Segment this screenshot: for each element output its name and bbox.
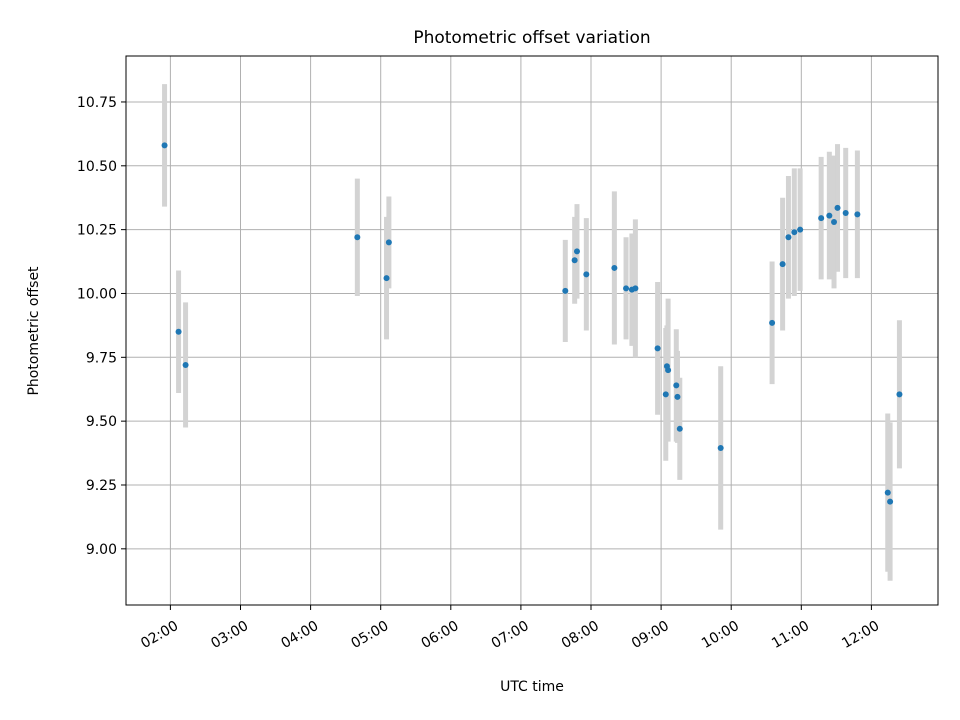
y-tick-label: 9.00	[86, 542, 117, 558]
data-point	[769, 319, 776, 326]
data-point	[896, 391, 903, 398]
data-point	[674, 393, 681, 400]
data-point	[662, 391, 669, 398]
data-point	[161, 142, 168, 149]
chart-title: Photometric offset variation	[413, 28, 650, 48]
data-point	[383, 275, 390, 282]
data-point	[884, 489, 891, 496]
y-tick-label: 9.50	[86, 414, 117, 430]
data-point	[611, 264, 618, 271]
plot-frame	[125, 55, 939, 606]
data-point	[665, 367, 672, 374]
y-tick-label: 10.00	[77, 286, 117, 302]
data-point	[354, 234, 361, 241]
data-point	[583, 271, 590, 278]
data-point	[779, 261, 786, 268]
data-point	[791, 229, 798, 236]
data-point	[887, 498, 894, 505]
data-point	[632, 285, 639, 292]
data-point	[818, 215, 825, 222]
y-axis-label: Photometric offset	[26, 266, 42, 396]
data-point	[654, 345, 661, 352]
data-point	[842, 210, 849, 217]
data-point	[573, 248, 580, 255]
data-point	[571, 257, 578, 264]
y-tick-label: 10.25	[77, 223, 117, 239]
data-point	[785, 234, 792, 241]
data-point	[385, 239, 392, 246]
x-axis-label: UTC time	[500, 679, 564, 695]
y-tick-label: 9.25	[86, 478, 117, 494]
y-tick-label: 9.75	[86, 350, 117, 366]
data-point	[797, 226, 804, 233]
data-point	[831, 218, 838, 225]
data-point	[175, 328, 182, 335]
data-point	[826, 212, 833, 219]
grid-lines	[126, 56, 938, 605]
y-tick-label: 10.50	[77, 159, 117, 175]
data-point	[717, 444, 724, 451]
data-point	[676, 425, 683, 432]
data-point	[623, 285, 630, 292]
data-point	[182, 361, 189, 368]
y-tick-label: 10.75	[77, 95, 117, 111]
data-point	[673, 382, 680, 389]
data-point	[562, 287, 569, 294]
data-point	[834, 204, 841, 211]
data-point	[854, 211, 861, 218]
data-points	[161, 142, 903, 505]
